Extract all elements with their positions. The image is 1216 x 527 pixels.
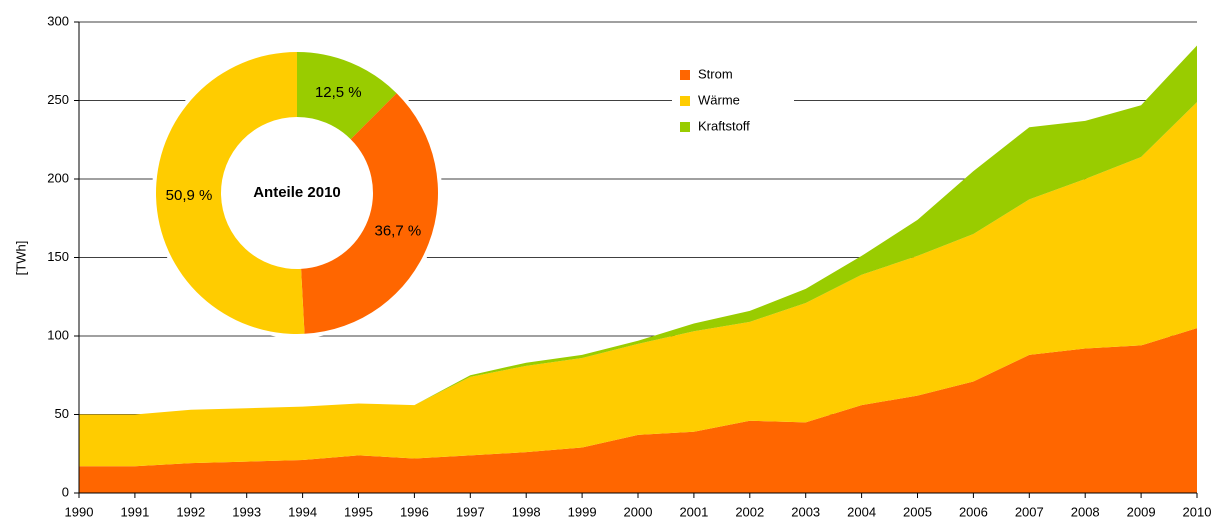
y-tick-label: 150 [47, 249, 69, 264]
x-tick-label: 1991 [120, 504, 149, 519]
donut-label: 36,7 % [375, 223, 422, 240]
donut-segment [155, 52, 305, 335]
x-tick-label: 2005 [903, 504, 932, 519]
area [79, 328, 1197, 493]
x-tick-label: 2010 [1183, 504, 1212, 519]
y-tick-label: 50 [55, 406, 69, 421]
legend-swatch [680, 70, 690, 80]
legend-swatch [680, 122, 690, 132]
x-tick-label: 2009 [1127, 504, 1156, 519]
y-tick-label: 0 [62, 484, 69, 499]
x-tick-label: 1996 [400, 504, 429, 519]
x-tick-label: 1994 [288, 504, 317, 519]
y-tick-label: 200 [47, 170, 69, 185]
y-tick-label: 250 [47, 92, 69, 107]
x-tick-label: 1999 [568, 504, 597, 519]
x-tick-label: 2001 [679, 504, 708, 519]
x-tick-label: 1990 [65, 504, 94, 519]
area [79, 102, 1197, 467]
x-tick-label: 1995 [344, 504, 373, 519]
donut-label: 12,5 % [315, 84, 362, 101]
legend-swatch [680, 96, 690, 106]
donut-title: Anteile 2010 [253, 184, 341, 201]
x-tick-label: 2006 [959, 504, 988, 519]
x-tick-label: 2008 [1071, 504, 1100, 519]
legend-box [672, 62, 794, 138]
x-tick-label: 2003 [791, 504, 820, 519]
donut-segment [297, 52, 397, 140]
legend-label: Kraftstoff [698, 118, 750, 133]
x-tick-label: 2004 [847, 504, 876, 519]
x-tick-label: 2002 [735, 504, 764, 519]
y-axis-label: [TWh] [13, 241, 28, 276]
y-tick-label: 100 [47, 327, 69, 342]
donut-segment [301, 93, 438, 334]
legend-label: Wärme [698, 92, 740, 107]
x-tick-label: 2000 [624, 504, 653, 519]
y-tick-label: 300 [47, 13, 69, 28]
x-tick-label: 1993 [232, 504, 261, 519]
x-tick-label: 2007 [1015, 504, 1044, 519]
legend-label: Strom [698, 66, 733, 81]
x-tick-label: 1997 [456, 504, 485, 519]
x-tick-label: 1998 [512, 504, 541, 519]
x-tick-label: 1992 [176, 504, 205, 519]
donut-label: 50,9 % [166, 187, 213, 204]
area [79, 45, 1197, 415]
